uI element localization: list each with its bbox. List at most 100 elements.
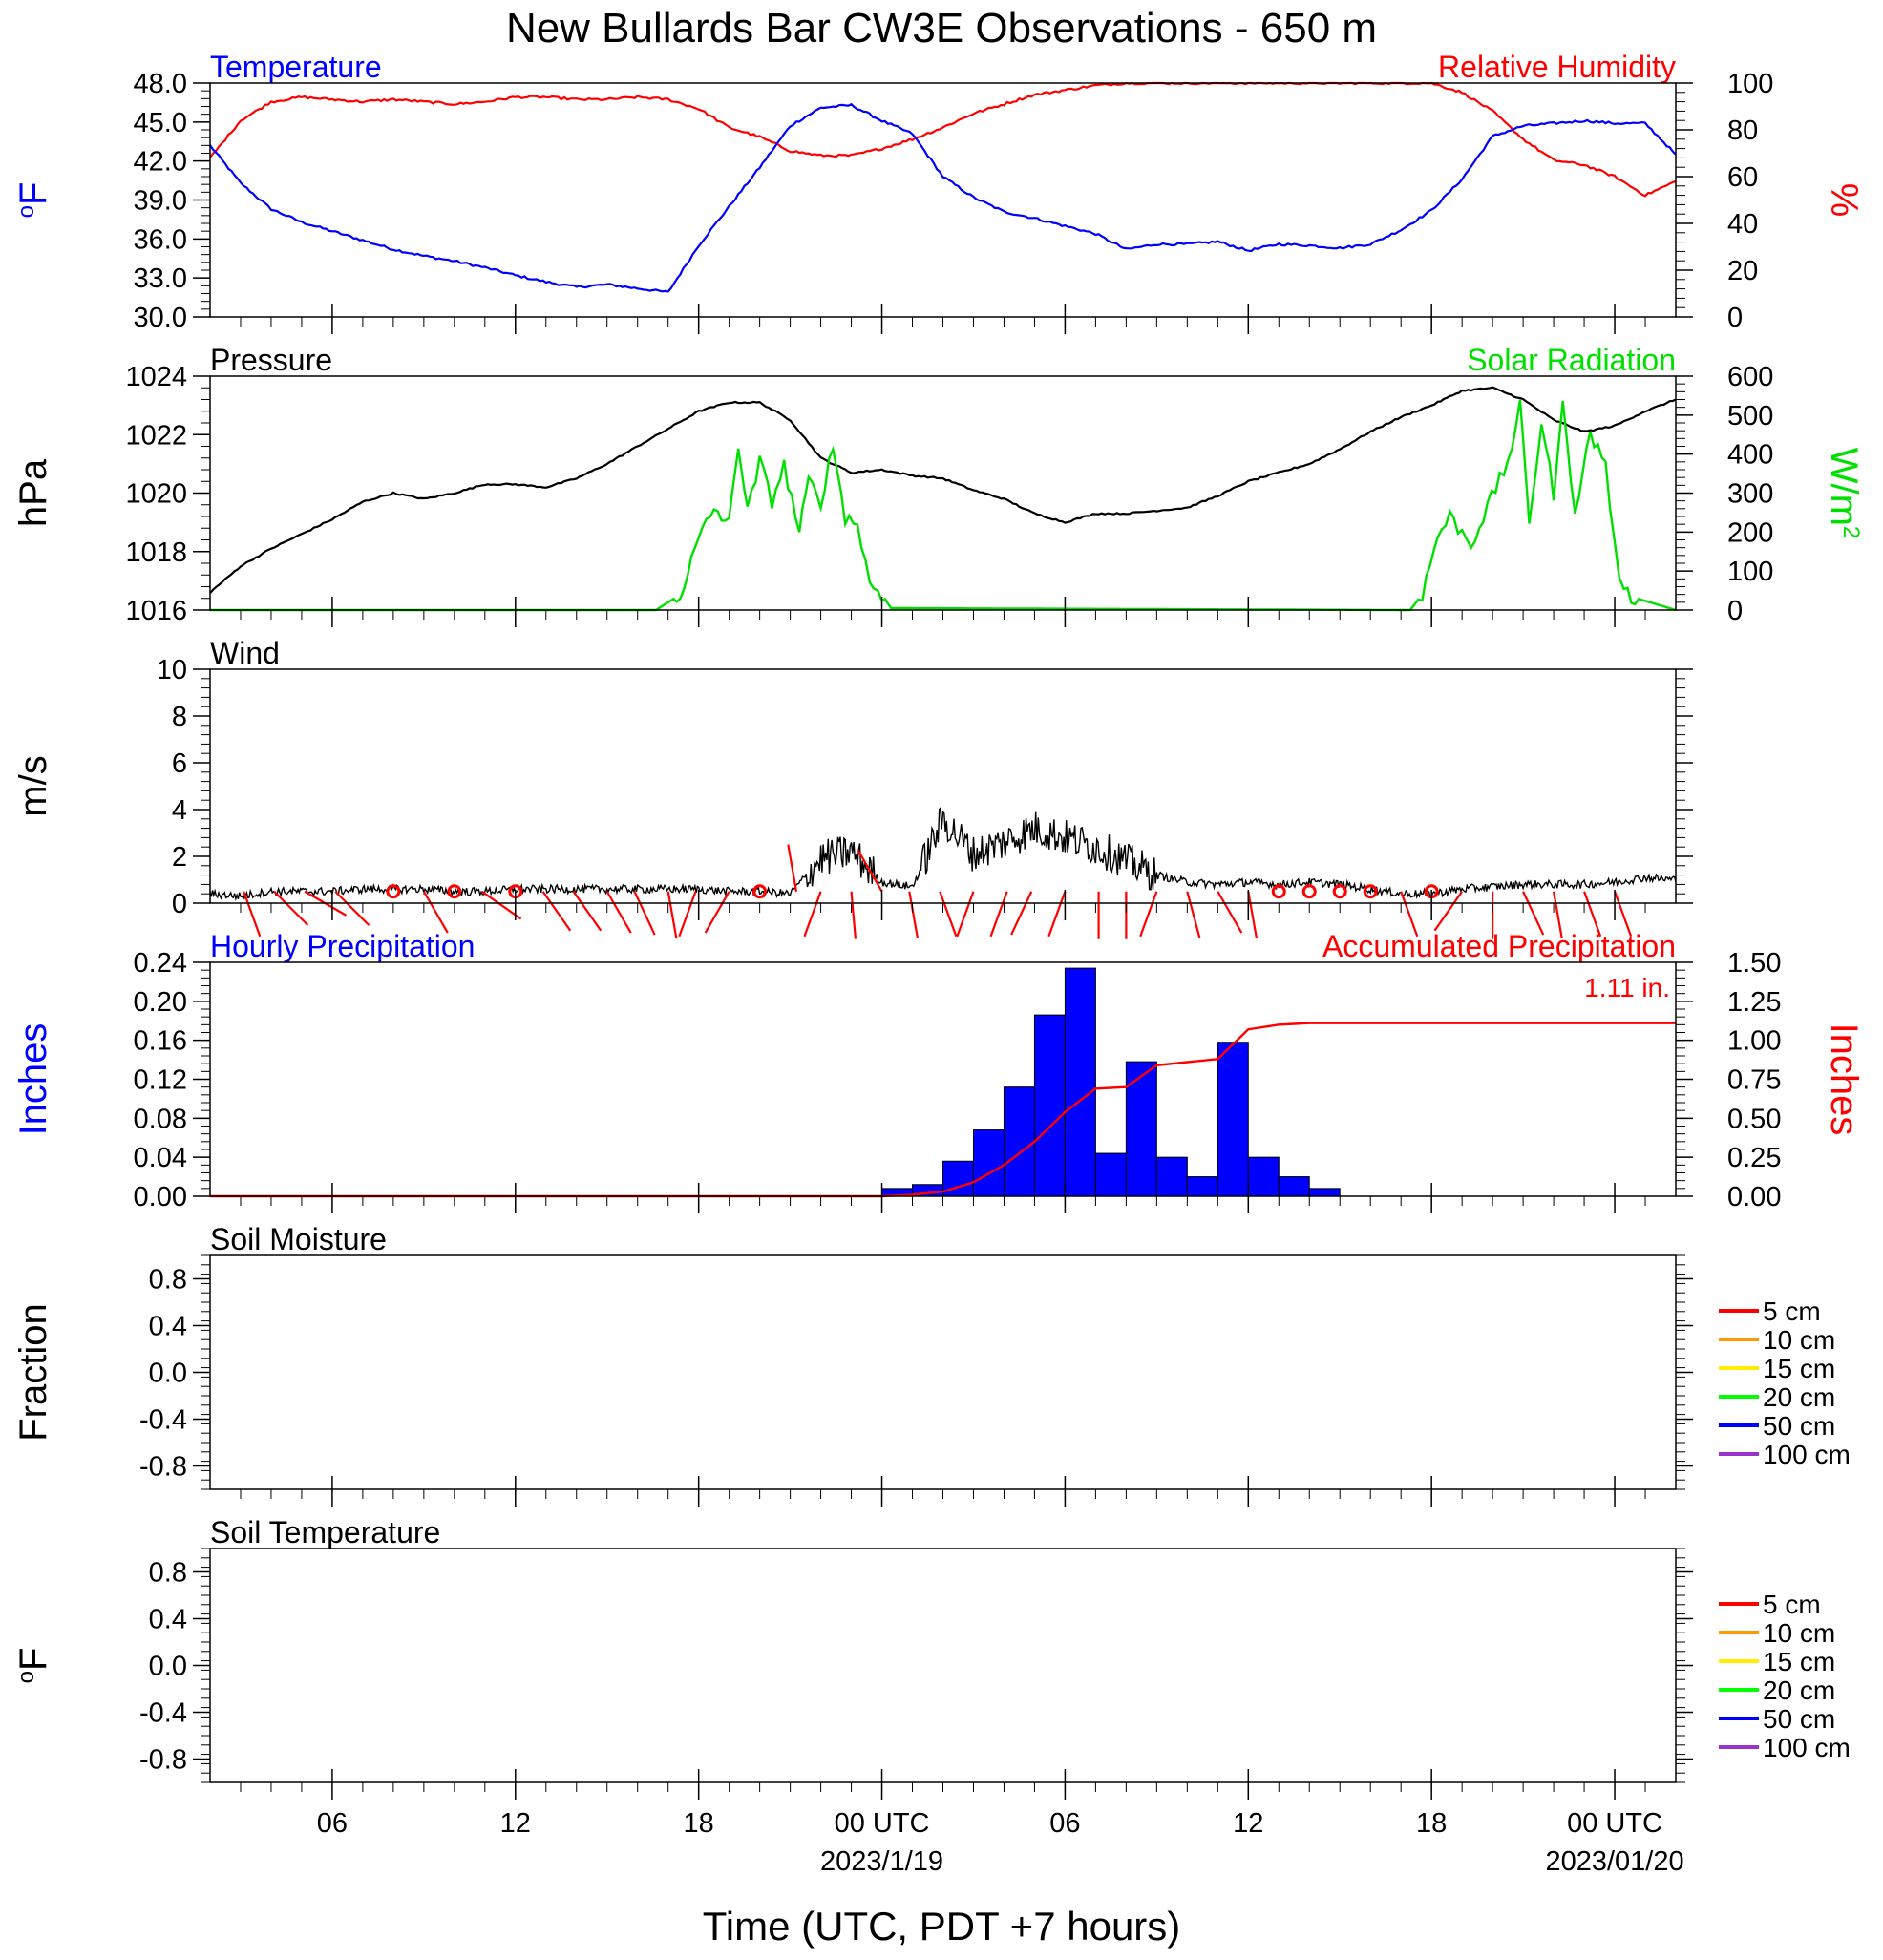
wind-barb <box>1186 891 1201 938</box>
wind-barb <box>803 891 822 938</box>
left-tick-label: 1018 <box>125 537 187 568</box>
legend-label: 5 cm <box>1763 1296 1821 1326</box>
right-tick-label: 40 <box>1727 209 1758 240</box>
wind-barb-calm <box>386 884 401 899</box>
left-tick-label: 39.0 <box>134 186 187 217</box>
panel-left-title: Soil Moisture <box>210 1222 387 1256</box>
left-tick-label: 48.0 <box>134 69 187 99</box>
legend-label: 50 cm <box>1763 1704 1835 1734</box>
plot-frame <box>209 1548 1677 1783</box>
left-tick-label: 0.04 <box>134 1143 187 1173</box>
left-tick-label: -0.4 <box>139 1698 187 1729</box>
legend-label: 100 cm <box>1763 1733 1851 1762</box>
right-tick-label: 80 <box>1727 116 1758 146</box>
left-tick-label: 0.20 <box>134 987 187 1018</box>
left-tick-label: 8 <box>172 702 187 732</box>
wind-barb <box>908 891 920 939</box>
wind-barb <box>666 891 678 939</box>
left-axis-title: Inches <box>12 1023 54 1136</box>
accumulated-total-label: 1.11 in. <box>1584 973 1670 1002</box>
right-tick-label: 0.00 <box>1727 1182 1781 1212</box>
panel-soil-moisture: Soil Moisture Fraction -0.8 -0.4 0.0 0.4 0.8 5 … <box>12 1222 1851 1507</box>
temperature-line <box>209 102 1677 293</box>
panel-pressure-solar: Pressure Solar Radiation hPa W/m2 1016 1018 10… <box>12 343 1865 627</box>
legend-label: 20 cm <box>1763 1382 1835 1412</box>
x-tick-date: 2023/01/20 <box>1545 1846 1683 1877</box>
wind-barb <box>480 890 522 920</box>
right-tick-label: 20 <box>1727 256 1758 286</box>
left-tick-label: 0.8 <box>149 1265 187 1296</box>
left-tick-label: 1020 <box>125 479 187 510</box>
wind-barb <box>1614 891 1633 938</box>
wind-barb-calm <box>1363 884 1378 899</box>
left-tick-label: 2 <box>172 842 187 873</box>
legend-label: 50 cm <box>1763 1411 1835 1441</box>
x-tick-label: 12 <box>1233 1808 1263 1839</box>
left-tick-label: 0 <box>172 889 187 919</box>
left-tick-label: -0.4 <box>139 1405 187 1436</box>
wind-barb <box>1553 891 1563 939</box>
panel-temperature-humidity: Temperature Relative Humidity oF % 30.0 33.0 3… <box>12 50 1865 334</box>
left-tick-label: 42.0 <box>134 147 187 178</box>
wind-barb <box>850 891 857 939</box>
right-tick-label: 60 <box>1727 162 1758 193</box>
hourly-precip-bar <box>1186 1176 1218 1197</box>
hourly-precip-bar <box>1125 1061 1157 1197</box>
hourly-precip-bar <box>1033 1014 1066 1197</box>
left-tick-label: 33.0 <box>134 263 187 294</box>
unit-exponent: 2 <box>1839 526 1865 538</box>
right-axis-title: W/m2 <box>1823 448 1865 539</box>
plot-frame <box>209 668 1677 904</box>
left-tick-label: 10 <box>157 655 187 685</box>
panel-left-title: Temperature <box>210 50 382 84</box>
legend-label: 10 cm <box>1763 1618 1835 1648</box>
hourly-precip-bar <box>1308 1188 1341 1197</box>
x-tick-label: 12 <box>500 1808 531 1839</box>
pressure-line <box>209 386 1677 595</box>
time-axis-title: Time (UTC, PDT +7 hours) <box>703 1904 1181 1949</box>
left-tick-label: 45.0 <box>134 108 187 138</box>
left-tick-label: -0.8 <box>139 1452 187 1483</box>
left-tick-label: 30.0 <box>134 303 187 333</box>
right-tick-label: 0.75 <box>1727 1065 1781 1096</box>
right-axis-title: Inches <box>1823 1023 1865 1136</box>
wind-barb <box>1522 891 1545 936</box>
panel-right-title: Solar Radiation <box>1467 343 1676 377</box>
right-tick-label: 200 <box>1727 517 1773 548</box>
panel-precipitation: Hourly Precipitation Accumulated Precipit… <box>12 929 1865 1213</box>
left-axis-title: m/s <box>12 755 54 816</box>
plot-frame <box>209 82 1677 318</box>
x-tick-label: 00 UTC <box>1567 1808 1662 1839</box>
hourly-precip-bar <box>1278 1176 1310 1197</box>
wind-barb <box>273 890 309 926</box>
right-tick-label: 0.25 <box>1727 1143 1781 1173</box>
wind-barb <box>243 891 262 938</box>
wind-barb <box>1247 891 1259 939</box>
figure-title: New Bullards Bar CW3E Observations - 650… <box>506 5 1377 52</box>
legend-label: 15 cm <box>1763 1647 1835 1676</box>
right-tick-label: 100 <box>1727 69 1773 99</box>
plot-area <box>209 386 1677 612</box>
left-tick-label: -0.8 <box>139 1745 187 1776</box>
left-tick-label: 0.4 <box>149 1312 187 1342</box>
wind-barb-calm <box>752 884 768 899</box>
wind-barb <box>1010 891 1033 936</box>
right-tick-label: 1.50 <box>1727 948 1781 979</box>
wind-speed-line <box>209 806 1677 902</box>
unit-main: W/m <box>1823 448 1865 526</box>
wind-barb <box>678 891 697 938</box>
left-tick-label: 0.16 <box>134 1026 187 1057</box>
degree-superscript: o <box>13 205 39 218</box>
unit-letter: F <box>12 1648 54 1671</box>
wind-barb <box>1583 891 1602 938</box>
wind-barb <box>989 891 1008 938</box>
degree-superscript: o <box>13 1671 39 1683</box>
right-tick-label: 500 <box>1727 401 1773 432</box>
left-tick-label: 6 <box>172 748 187 779</box>
panel-wind: Wind m/s 0 2 4 6 8 10 <box>12 636 1693 939</box>
left-tick-label: 0.0 <box>149 1359 187 1389</box>
hourly-precip-bar <box>1155 1156 1188 1197</box>
legend-label: 20 cm <box>1763 1675 1835 1705</box>
